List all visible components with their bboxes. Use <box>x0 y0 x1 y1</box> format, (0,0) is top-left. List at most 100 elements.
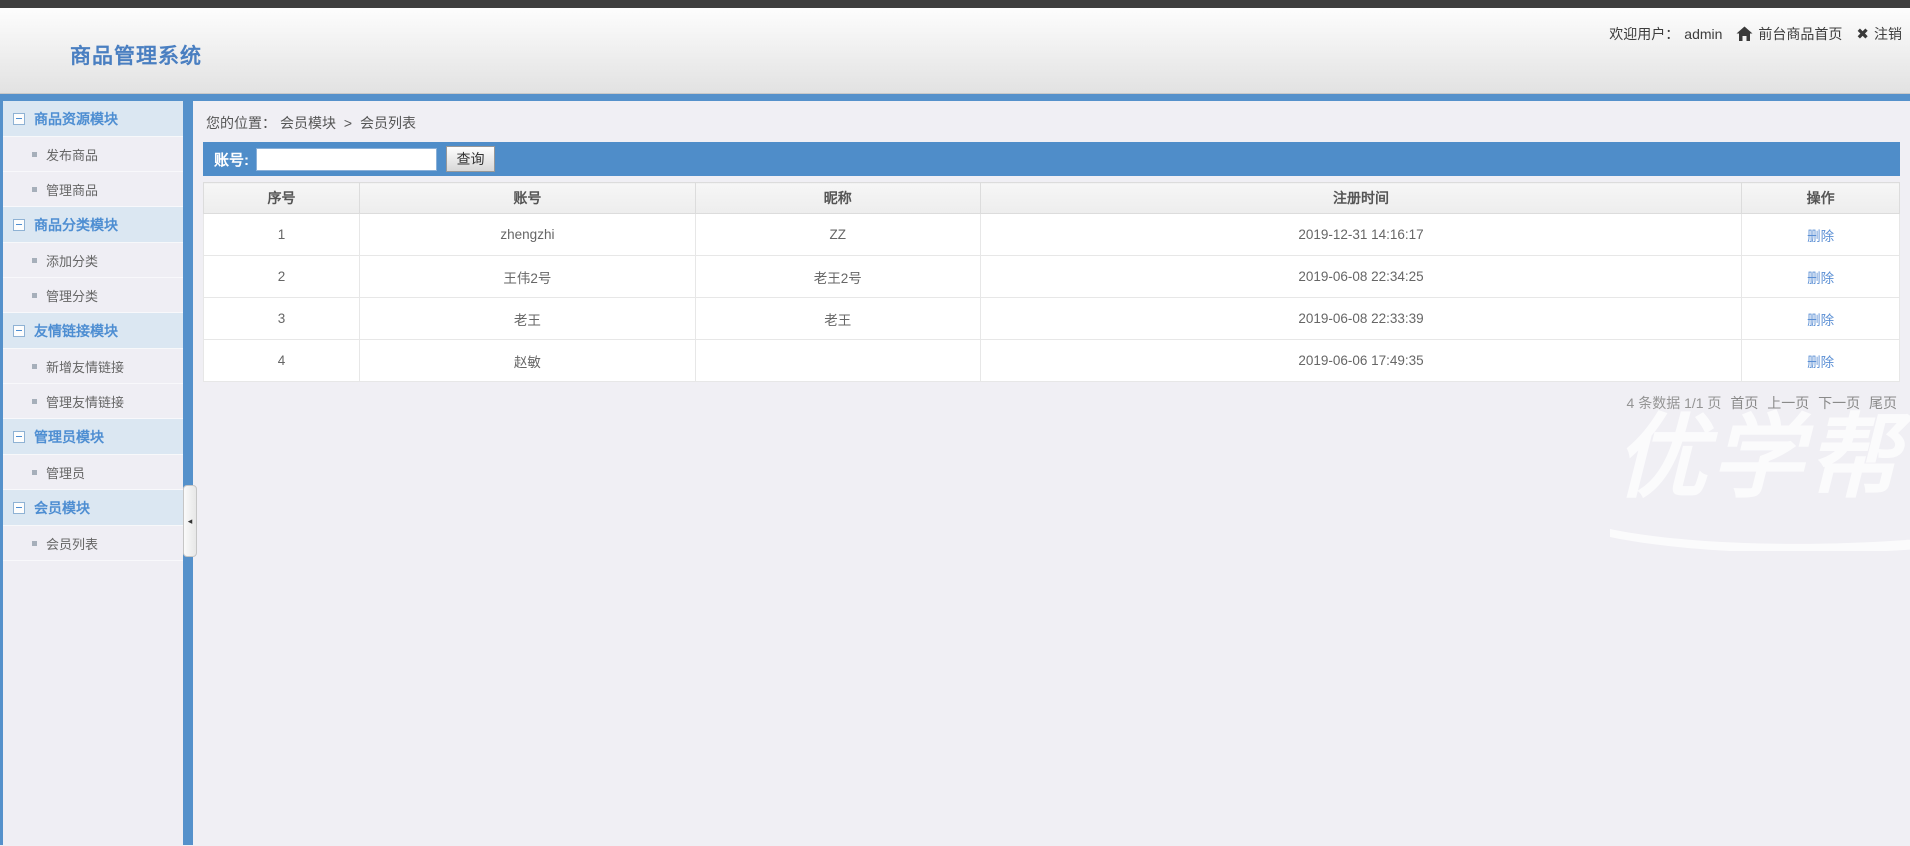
cell-nickname <box>694 339 981 382</box>
cell-register-time: 2019-06-08 22:34:25 <box>979 255 1743 298</box>
sidebar-section-admin[interactable]: 管理员模块 <box>3 419 183 455</box>
pagination-first[interactable]: 首页 <box>1730 395 1759 411</box>
sidebar-item-label: 新增友情链接 <box>46 359 125 375</box>
app-header: 商品管理系统 欢迎用户： admin 前台商品首页 ✖ 注销 <box>0 8 1910 94</box>
user-bar: 欢迎用户： admin 前台商品首页 ✖ 注销 <box>1609 24 1902 44</box>
sidebar-item-label: 管理友情链接 <box>46 394 125 410</box>
col-header-index: 序号 <box>202 182 361 214</box>
sidebar-item-manage-category[interactable]: 管理分类 <box>3 278 183 313</box>
username: admin <box>1684 26 1723 42</box>
sidebar-item-manage-friend-link[interactable]: 管理友情链接 <box>3 384 183 419</box>
content-area: 您的位置： 会员模块 > 会员列表 账号: 查询 序号 账号 昵称 注册时间 操作 <box>193 101 1910 845</box>
sidebar-item-member-list[interactable]: 会员列表 <box>3 526 183 561</box>
table-row: 3 老王 老王 2019-06-08 22:33:39 删除 <box>202 297 1900 340</box>
sidebar-section-label: 商品资源模块 <box>34 110 118 127</box>
sidebar-item-add-friend-link[interactable]: 新增友情链接 <box>3 349 183 384</box>
bullet-icon <box>32 186 37 192</box>
cell-nickname: 老王2号 <box>694 255 981 298</box>
logout-link[interactable]: 注销 <box>1874 26 1902 42</box>
sidebar-item-label: 添加分类 <box>46 253 99 269</box>
home-icon <box>1736 26 1753 42</box>
pagination: 4 条数据 1/1 页 首页 上一页 下一页 尾页 <box>193 393 1897 413</box>
pagination-summary: 4 条数据 1/1 页 <box>1626 395 1722 411</box>
delete-link[interactable]: 删除 <box>1807 228 1835 244</box>
sidebar-item-add-category[interactable]: 添加分类 <box>3 243 183 278</box>
bullet-icon <box>32 540 37 546</box>
sidebar: 商品资源模块 发布商品 管理商品 商品分类模块 添加分类 管理分类 友情链接模块 <box>0 101 183 845</box>
bullet-icon <box>32 398 37 404</box>
delete-link[interactable]: 删除 <box>1807 270 1835 286</box>
sidebar-section-label: 管理员模块 <box>34 428 104 445</box>
table-row: 4 赵敏 2019-06-06 17:49:35 删除 <box>202 339 1900 382</box>
cell-index: 1 <box>202 213 361 256</box>
sidebar-section-label: 会员模块 <box>34 499 90 516</box>
top-dark-strip <box>0 0 1910 8</box>
pagination-prev[interactable]: 上一页 <box>1767 395 1810 411</box>
table-row: 2 王伟2号 老王2号 2019-06-08 22:34:25 删除 <box>202 255 1900 298</box>
header-accent-bar <box>0 94 1910 101</box>
front-home-link[interactable]: 前台商品首页 <box>1758 26 1843 42</box>
sidebar-collapse-handle[interactable]: ◂ <box>183 485 197 557</box>
sidebar-item-manage-goods[interactable]: 管理商品 <box>3 172 183 207</box>
cell-index: 3 <box>202 297 361 340</box>
sidebar-divider <box>183 101 193 845</box>
delete-link[interactable]: 删除 <box>1807 354 1835 370</box>
sidebar-section-label: 友情链接模块 <box>34 322 118 339</box>
collapse-minus-icon <box>13 324 25 337</box>
logout-x-icon: ✖ <box>1856 26 1869 43</box>
member-table: 序号 账号 昵称 注册时间 操作 1 zhengzhi ZZ 2019-12-3… <box>202 182 1900 382</box>
cell-nickname: 老王 <box>694 297 981 340</box>
sidebar-item-label: 管理员 <box>46 465 86 481</box>
table-header-row: 序号 账号 昵称 注册时间 操作 <box>202 182 1900 214</box>
page-title: 商品管理系统 <box>70 45 202 68</box>
account-label: 账号: <box>214 151 249 169</box>
collapse-minus-icon <box>13 218 25 231</box>
sidebar-item-publish-goods[interactable]: 发布商品 <box>3 137 183 172</box>
pagination-last[interactable]: 尾页 <box>1869 395 1897 411</box>
bullet-icon <box>32 292 37 298</box>
bullet-icon <box>32 363 37 369</box>
bullet-icon <box>32 257 37 263</box>
cell-nickname: ZZ <box>694 213 981 256</box>
query-button[interactable]: 查询 <box>446 146 495 172</box>
sidebar-section-goods-resource[interactable]: 商品资源模块 <box>3 101 183 137</box>
col-header-register-time: 注册时间 <box>979 182 1743 214</box>
cell-register-time: 2019-12-31 14:16:17 <box>979 213 1743 256</box>
breadcrumb-section: 会员模块 <box>280 115 336 131</box>
sidebar-item-label: 发布商品 <box>46 147 99 163</box>
bullet-icon <box>32 469 37 475</box>
sidebar-section-friend-links[interactable]: 友情链接模块 <box>3 313 183 349</box>
cell-account: zhengzhi <box>359 213 696 256</box>
cell-account: 赵敏 <box>359 339 696 382</box>
col-header-action: 操作 <box>1741 182 1900 214</box>
col-header-account: 账号 <box>359 182 696 214</box>
breadcrumb-prefix: 您的位置： <box>206 115 276 131</box>
breadcrumb: 您的位置： 会员模块 > 会员列表 <box>193 101 1910 142</box>
cell-register-time: 2019-06-06 17:49:35 <box>979 339 1743 382</box>
cell-register-time: 2019-06-08 22:33:39 <box>979 297 1743 340</box>
sidebar-item-label: 会员列表 <box>46 536 99 552</box>
sidebar-section-member[interactable]: 会员模块 <box>3 490 183 526</box>
chevron-left-icon: ◂ <box>187 515 193 526</box>
watermark-swoosh-icon <box>1610 529 1910 551</box>
sidebar-section-goods-category[interactable]: 商品分类模块 <box>3 207 183 243</box>
collapse-minus-icon <box>13 501 25 514</box>
cell-account: 王伟2号 <box>359 255 696 298</box>
breadcrumb-separator: > <box>343 115 353 131</box>
search-bar: 账号: 查询 <box>203 142 1900 176</box>
collapse-minus-icon <box>13 112 25 125</box>
col-header-nickname: 昵称 <box>694 182 981 214</box>
sidebar-item-label: 管理分类 <box>46 288 99 304</box>
breadcrumb-current: 会员列表 <box>359 115 416 131</box>
sidebar-item-admin[interactable]: 管理员 <box>3 455 183 490</box>
account-search-input[interactable] <box>256 147 437 171</box>
table-row: 1 zhengzhi ZZ 2019-12-31 14:16:17 删除 <box>202 213 1900 256</box>
sidebar-item-label: 管理商品 <box>46 182 99 198</box>
cell-account: 老王 <box>359 297 696 340</box>
cell-index: 4 <box>202 339 361 382</box>
delete-link[interactable]: 删除 <box>1807 312 1835 328</box>
welcome-label: 欢迎用户： <box>1609 26 1680 42</box>
pagination-next[interactable]: 下一页 <box>1818 395 1861 411</box>
bullet-icon <box>32 151 37 157</box>
main-layout: 商品资源模块 发布商品 管理商品 商品分类模块 添加分类 管理分类 友情链接模块 <box>0 101 1910 845</box>
